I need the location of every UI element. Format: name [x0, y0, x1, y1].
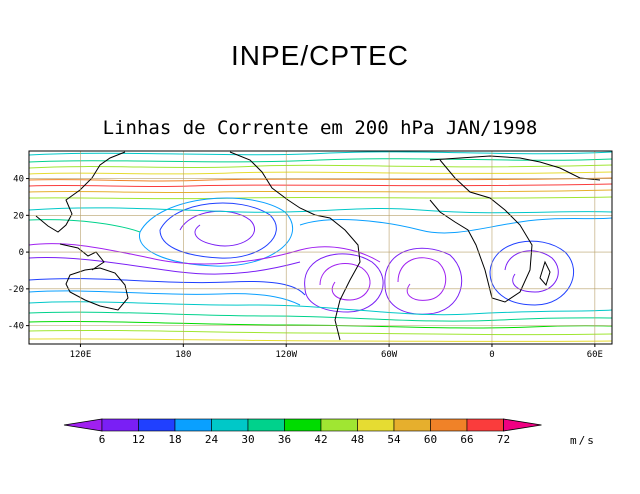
x-tick-label: 120E [70, 350, 92, 360]
colorbar-unit: m/s [570, 434, 596, 447]
colorbar-segment [211, 418, 249, 432]
y-tick-label: -20 [8, 285, 24, 295]
coastlines [35, 151, 601, 341]
colorbar-label: 72 [497, 433, 510, 446]
colorbar-segment [466, 418, 504, 432]
colorbar-label: 42 [314, 433, 327, 446]
graticule [29, 151, 612, 344]
y-tick-label: -40 [8, 322, 24, 332]
colorbar-segment [284, 418, 322, 432]
colorbar-segment [430, 418, 468, 432]
x-tick-label: 60W [381, 350, 398, 360]
colorbar-segment [101, 418, 139, 432]
y-tick-label: 0 [19, 248, 24, 258]
map-frame [28, 150, 613, 345]
colorbar-label: 30 [241, 433, 254, 446]
colorbar-segment [357, 418, 395, 432]
x-tick-label: 0 [489, 350, 494, 360]
colorbar-label: 48 [351, 433, 364, 446]
x-tick-label: 120W [275, 350, 297, 360]
colorbar-segment [247, 418, 285, 432]
colorbar-label: 18 [168, 433, 181, 446]
colorbar-segment [393, 418, 431, 432]
map-title: Linhas de Corrente em 200 hPa JAN/1998 [102, 117, 538, 139]
colorbar-label: 66 [460, 433, 473, 446]
axis-ticks: 40 20 0 -20 -40 120E 180 120W 60W 0 60E [8, 175, 603, 360]
colorbar-label: 54 [387, 433, 401, 446]
colorbar-segment [320, 418, 358, 432]
colorbar-label: 24 [205, 433, 219, 446]
colorbar-arrow-high [503, 418, 542, 432]
streamlines [29, 151, 612, 342]
colorbar-label: 36 [278, 433, 291, 446]
page-title: INPE/CPTEC [230, 40, 410, 71]
colorbar-segment [174, 418, 212, 432]
colorbar-label: 60 [424, 433, 437, 446]
y-tick-label: 20 [13, 211, 24, 221]
y-tick-label: 40 [13, 175, 24, 185]
colorbar-label: 6 [99, 433, 106, 446]
colorbar-segment [138, 418, 176, 432]
colorbar: 6 12 18 24 30 36 42 48 54 60 66 72 m/s [63, 418, 596, 447]
colorbar-label: 12 [132, 433, 145, 446]
colorbar-arrow-low [63, 418, 103, 432]
x-tick-label: 180 [175, 350, 191, 360]
x-tick-label: 60E [587, 350, 603, 360]
